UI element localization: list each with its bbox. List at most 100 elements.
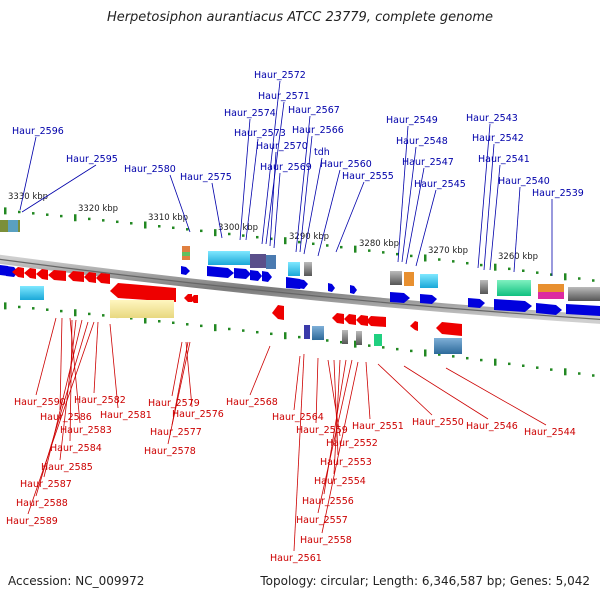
feature-box[interactable] (8, 220, 18, 232)
gene-label[interactable]: Haur_2553 (320, 457, 372, 468)
gene-arrow[interactable] (36, 269, 48, 280)
feature-box[interactable] (356, 331, 362, 345)
gene-arrow[interactable] (84, 272, 96, 283)
gene-arrow[interactable] (262, 271, 272, 282)
gene-arrow[interactable] (298, 279, 308, 289)
gene-label[interactable]: Haur_2587 (20, 479, 72, 490)
gene-arrow[interactable] (48, 270, 66, 281)
feature-box[interactable] (182, 252, 190, 256)
gene-label[interactable]: Haur_2588 (16, 498, 68, 509)
gene-label[interactable]: Haur_2584 (50, 443, 102, 454)
feature-box[interactable] (304, 325, 310, 339)
gene-arrow[interactable] (494, 299, 532, 312)
gene-label[interactable]: Haur_2571 (258, 91, 310, 102)
gene-label[interactable]: Haur_2560 (320, 159, 372, 170)
gene-label[interactable]: Haur_2577 (150, 427, 202, 438)
feature-box[interactable] (20, 286, 44, 300)
gene-label[interactable]: Haur_2540 (498, 176, 550, 187)
gene-label[interactable]: Haur_2568 (226, 397, 278, 408)
gene-label[interactable]: Haur_2579 (148, 398, 200, 409)
gene-label[interactable]: Haur_2573 (234, 128, 286, 139)
gene-arrow[interactable] (332, 313, 344, 324)
gene-label[interactable]: Haur_2581 (100, 410, 152, 421)
feature-box[interactable] (312, 326, 324, 340)
gene-label[interactable]: Haur_2546 (466, 421, 518, 432)
gene-arrow[interactable] (207, 266, 234, 278)
gene-label[interactable]: Haur_2548 (396, 136, 448, 147)
feature-box[interactable] (288, 262, 300, 276)
feature-box[interactable] (420, 274, 438, 288)
gene-label[interactable]: Haur_2551 (352, 421, 404, 432)
gene-arrow[interactable] (96, 273, 110, 284)
gene-label[interactable]: Haur_2559 (296, 425, 348, 436)
gene-label[interactable]: Haur_2596 (12, 126, 64, 137)
gene-label[interactable]: Haur_2567 (288, 105, 340, 116)
gene-label[interactable]: Haur_2574 (224, 108, 276, 119)
gene-label[interactable]: Haur_2585 (41, 462, 93, 473)
gene-label[interactable]: Haur_2590 (14, 397, 66, 408)
gene-arrow[interactable] (234, 268, 251, 279)
gene-label[interactable]: Haur_2575 (180, 172, 232, 183)
gene-arrow[interactable] (566, 304, 600, 316)
gene-label[interactable]: Haur_2558 (300, 535, 352, 546)
gene-arrow[interactable] (272, 305, 284, 320)
gene-label[interactable]: tdh (314, 147, 330, 158)
gene-label[interactable]: Haur_2539 (532, 188, 584, 199)
gene-label[interactable]: Haur_2589 (6, 516, 58, 527)
feature-box[interactable] (497, 280, 531, 296)
gene-label[interactable]: Haur_2566 (292, 125, 344, 136)
gene-arrow[interactable] (536, 303, 562, 315)
gene-arrow[interactable] (366, 316, 386, 327)
gene-label[interactable]: Haur_2552 (326, 438, 378, 449)
feature-box[interactable] (208, 251, 250, 265)
gene-label[interactable]: Haur_2549 (386, 115, 438, 126)
gene-label[interactable]: Haur_2561 (270, 553, 322, 564)
gene-label[interactable]: Haur_2578 (144, 446, 196, 457)
feature-box[interactable] (342, 330, 348, 344)
feature-box[interactable] (404, 272, 414, 286)
feature-box[interactable] (266, 255, 276, 269)
gene-label[interactable]: Haur_2554 (314, 476, 366, 487)
gene-arrow[interactable] (410, 321, 418, 331)
feature-box[interactable] (434, 338, 462, 354)
gene-arrow[interactable] (110, 283, 176, 302)
feature-box[interactable] (374, 334, 382, 346)
gene-label[interactable]: Haur_2545 (414, 179, 466, 190)
feature-box[interactable] (110, 300, 174, 318)
gene-arrow[interactable] (190, 295, 198, 303)
gene-arrow[interactable] (181, 266, 190, 275)
gene-label[interactable]: Haur_2543 (466, 113, 518, 124)
gene-label[interactable]: Haur_2572 (254, 70, 306, 81)
gene-arrow[interactable] (250, 270, 262, 281)
gene-label[interactable]: Haur_2580 (124, 164, 176, 175)
gene-label[interactable]: Haur_2541 (478, 154, 530, 165)
gene-arrow[interactable] (68, 271, 84, 282)
gene-label[interactable]: Haur_2557 (296, 515, 348, 526)
feature-box[interactable] (568, 287, 600, 301)
gene-label[interactable]: Haur_2595 (66, 154, 118, 165)
gene-arrow[interactable] (468, 298, 485, 308)
gene-label[interactable]: Haur_2569 (260, 162, 312, 173)
gene-label[interactable]: Haur_2544 (524, 427, 576, 438)
gene-arrow[interactable] (420, 294, 437, 304)
feature-box[interactable] (538, 284, 564, 292)
gene-arrow[interactable] (12, 267, 24, 278)
gene-arrow[interactable] (328, 283, 335, 292)
gene-label[interactable]: Haur_2570 (256, 141, 308, 152)
gene-arrow[interactable] (24, 268, 36, 279)
gene-arrow[interactable] (344, 314, 356, 325)
gene-arrow[interactable] (436, 322, 462, 336)
gene-label[interactable]: Haur_2556 (302, 496, 354, 507)
gene-label[interactable]: Haur_2564 (272, 412, 324, 423)
gene-arrow[interactable] (184, 294, 192, 302)
gene-label[interactable]: Haur_2555 (342, 171, 394, 182)
gene-arrow[interactable] (356, 315, 368, 326)
gene-label[interactable]: Haur_2547 (402, 157, 454, 168)
gene-arrow[interactable] (390, 292, 410, 303)
gene-label[interactable]: Haur_2576 (172, 409, 224, 420)
gene-label[interactable]: Haur_2586 (40, 412, 92, 423)
feature-box[interactable] (390, 271, 402, 285)
feature-box[interactable] (304, 262, 312, 276)
gene-arrow[interactable] (350, 285, 357, 294)
feature-box[interactable] (538, 292, 564, 299)
